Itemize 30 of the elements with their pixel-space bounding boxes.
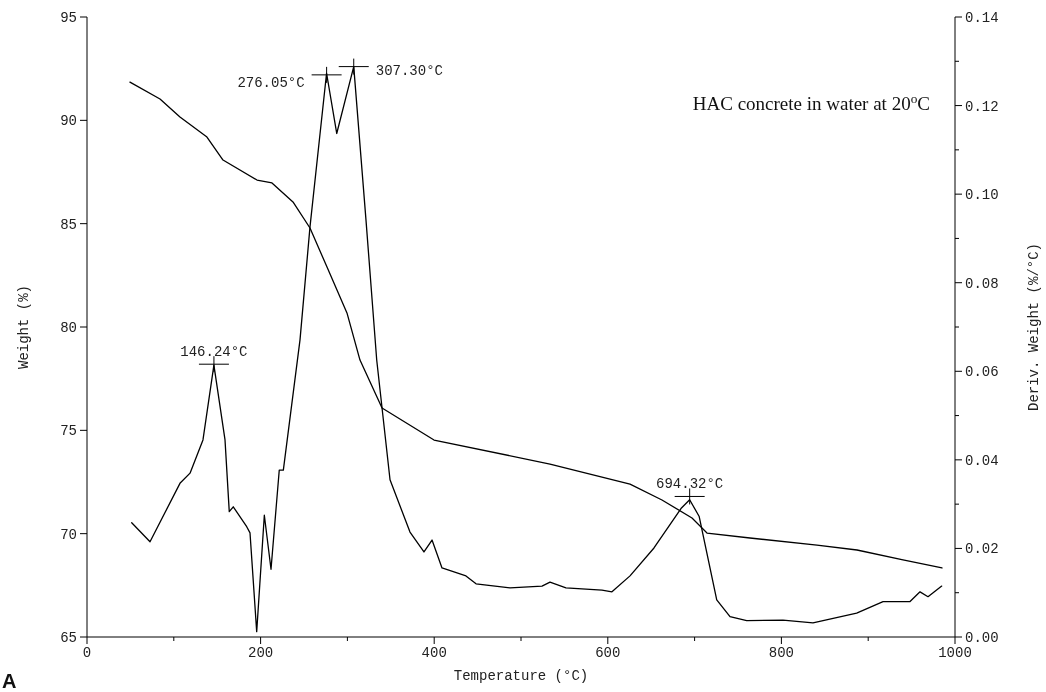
annotation: 276.05°C <box>237 74 305 91</box>
annotation: 307.30°C <box>375 62 443 79</box>
y-axis-title: Weight (%) <box>16 284 32 370</box>
y2-tick-label: 0.12 <box>965 98 999 115</box>
y-tick-label: 80 <box>60 320 77 336</box>
y-tick-label: 70 <box>60 526 77 543</box>
y2-tick-label: 0.14 <box>965 10 999 26</box>
y2-tick-label: 0.02 <box>965 541 999 558</box>
y2-tick-label: 0.10 <box>965 187 999 204</box>
y2-tick-label: 0.06 <box>965 364 999 381</box>
y2-tick-label: 0.04 <box>965 452 999 469</box>
annotation: HAC concrete in water at 20$^{o}$C <box>692 90 930 114</box>
x-tick-label: 200 <box>247 645 274 661</box>
x-tick-label: 0 <box>82 645 92 661</box>
y-tick-label: 95 <box>60 10 77 26</box>
x-tick-label: 1000 <box>938 645 972 661</box>
y-tick-label: 90 <box>60 113 77 130</box>
y-tick-label: 85 <box>60 216 77 233</box>
y2-tick-label: 0.00 <box>965 630 999 646</box>
text: A <box>2 670 17 692</box>
x-tick-label: 400 <box>421 645 447 661</box>
y-tick-label: 75 <box>60 423 77 440</box>
annotation: 146.24°C <box>180 344 248 361</box>
annotation: 694.32°C <box>656 476 724 493</box>
x-tick-label: 600 <box>595 645 621 661</box>
y-tick-label: 65 <box>60 630 77 646</box>
y2-tick-label: 0.08 <box>965 275 999 292</box>
x-axis-title: Temperature (°C) <box>453 668 589 684</box>
y2-axis-title: Deriv. Weight (%/°C) <box>1026 242 1042 412</box>
x-tick-label: 800 <box>768 645 795 661</box>
